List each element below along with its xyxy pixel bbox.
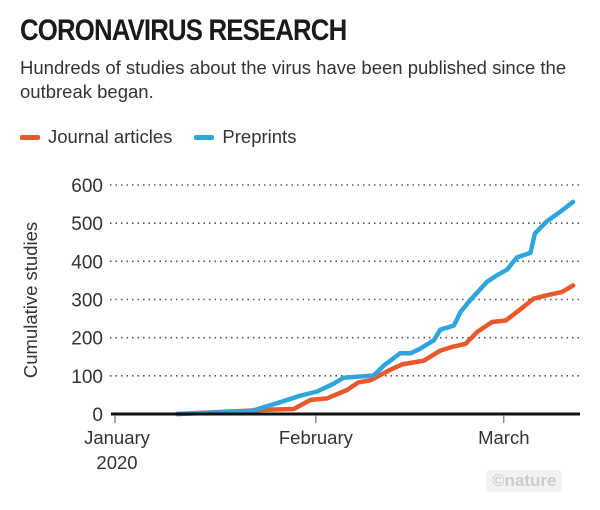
legend-item-preprints: Preprints [194, 126, 296, 148]
legend-label-preprints: Preprints [222, 126, 297, 147]
x-tick-label: January [84, 427, 151, 448]
legend: Journal articles Preprints [20, 126, 296, 148]
y-tick-label: 600 [71, 176, 103, 197]
chart-title: CORONAVIRUS RESEARCH [20, 14, 347, 47]
series-line-journal-articles [174, 283, 576, 417]
y-tick-label: 300 [71, 291, 103, 312]
nature-watermark: ©nature [486, 470, 563, 492]
y-tick-label: 500 [71, 214, 103, 235]
x-tick-label-year: 2020 [96, 452, 137, 473]
y-tick-label: 200 [71, 329, 103, 350]
legend-item-journal: Journal articles [20, 126, 172, 148]
legend-label-journal: Journal articles [48, 126, 173, 147]
x-tick-label: February [279, 427, 354, 448]
chart-subtitle: Hundreds of studies about the virus have… [20, 57, 567, 102]
y-axis-label: Cumulative studies [20, 222, 41, 378]
y-tick-label: 100 [71, 367, 103, 388]
y-tick-label: 0 [92, 405, 103, 426]
legend-swatch-preprints [194, 134, 215, 140]
series-line-preprints [174, 199, 576, 417]
y-tick-label: 400 [71, 252, 103, 273]
x-tick-label: March [478, 427, 529, 448]
legend-swatch-journal [20, 134, 40, 140]
